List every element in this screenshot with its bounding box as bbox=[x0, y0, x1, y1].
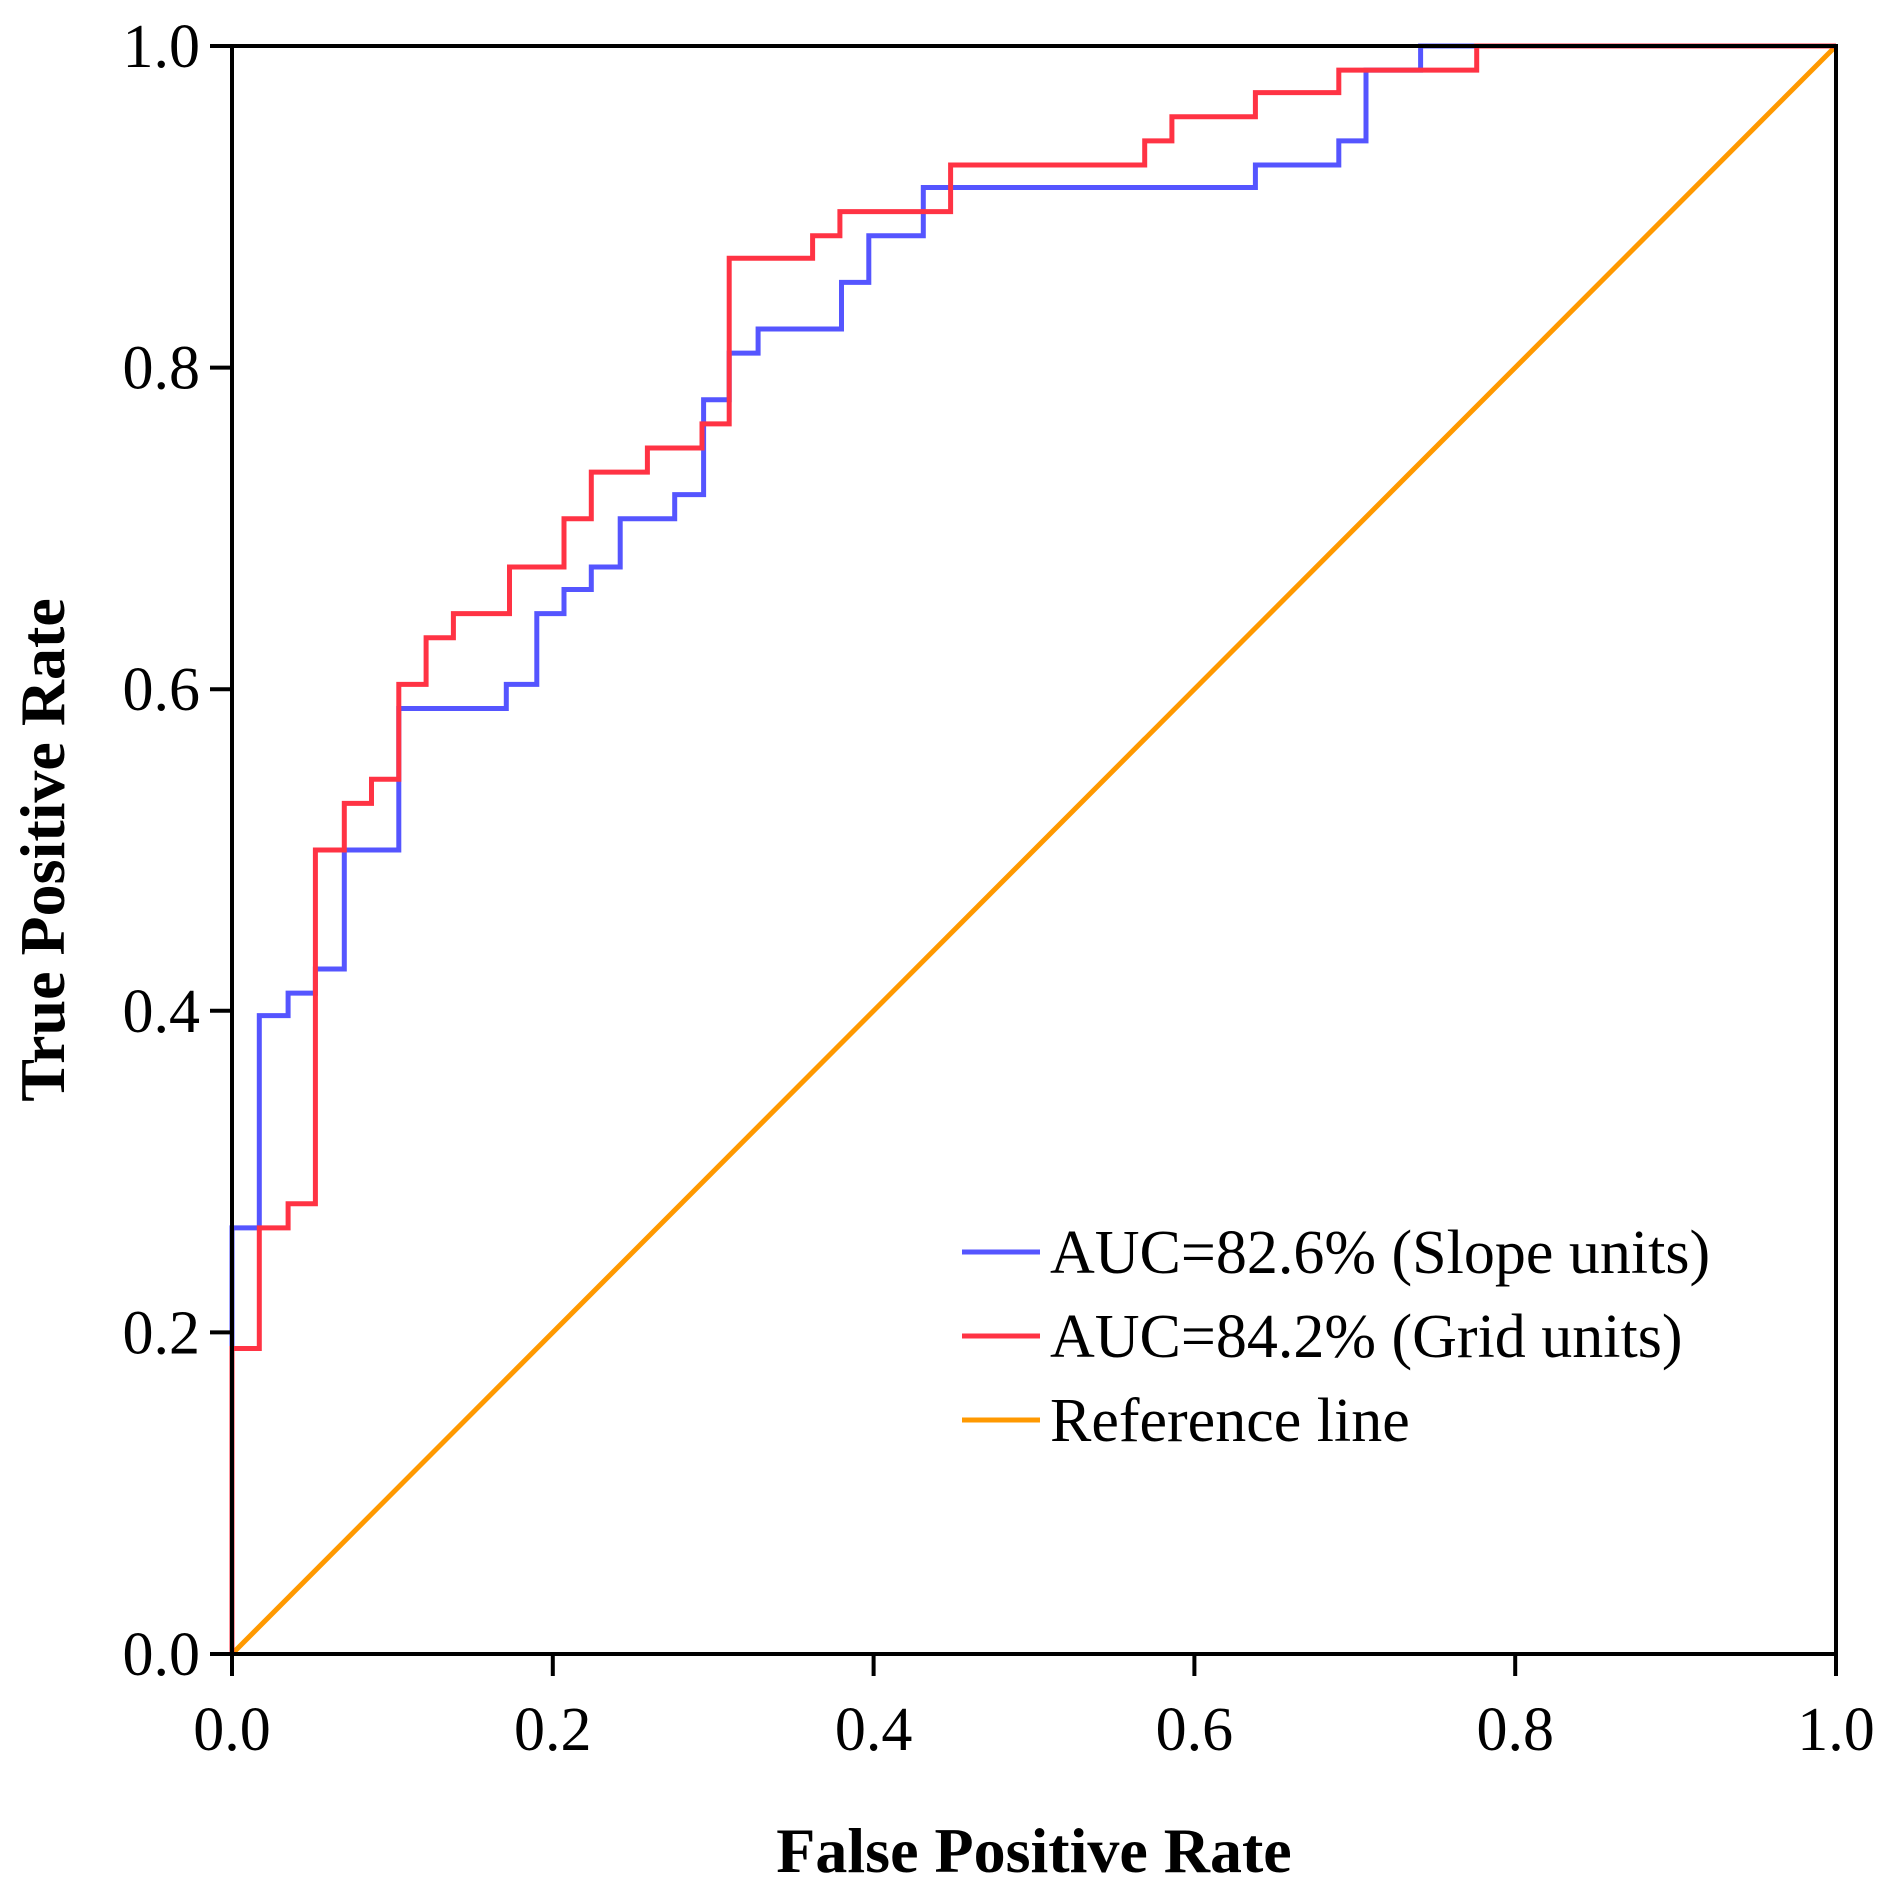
y-tick-label: 0.8 bbox=[123, 335, 201, 403]
plot-lines bbox=[229, 43, 1838, 1656]
series-line-1 bbox=[229, 43, 1836, 1654]
series-line-0 bbox=[229, 43, 1836, 1654]
y-axis: 0.0 0.2 0.4 0.6 0.8 1.0 bbox=[123, 13, 232, 1689]
x-tick-label: 0.6 bbox=[1156, 1696, 1234, 1764]
x-tick-label: 0.4 bbox=[835, 1696, 913, 1764]
y-tick-label: 0.2 bbox=[123, 1299, 201, 1367]
x-axis: 0.0 0.2 0.4 0.6 0.8 1.0 bbox=[193, 1654, 1875, 1764]
y-tick-label: 0.4 bbox=[123, 978, 201, 1046]
x-axis-title: False Positive Rate bbox=[776, 1815, 1291, 1886]
legend: AUC=82.6% (Slope units) AUC=84.2% (Grid u… bbox=[962, 1219, 1710, 1455]
legend-label: AUC=84.2% (Grid units) bbox=[1050, 1303, 1683, 1371]
x-tick-label: 0.0 bbox=[193, 1696, 271, 1764]
plot-frame bbox=[230, 44, 1838, 1656]
x-tick-label: 0.8 bbox=[1476, 1696, 1554, 1764]
y-axis-title: True Positive Rate bbox=[7, 598, 78, 1102]
y-tick-label: 0.6 bbox=[123, 656, 201, 724]
x-tick-label: 0.2 bbox=[514, 1696, 592, 1764]
legend-label: AUC=82.6% (Slope units) bbox=[1050, 1219, 1710, 1287]
x-tick-label: 1.0 bbox=[1797, 1696, 1875, 1764]
series-line-2 bbox=[230, 44, 1838, 1656]
y-tick-label: 0.0 bbox=[123, 1621, 201, 1689]
legend-label: Reference line bbox=[1050, 1387, 1410, 1455]
y-tick-label: 1.0 bbox=[123, 13, 201, 81]
